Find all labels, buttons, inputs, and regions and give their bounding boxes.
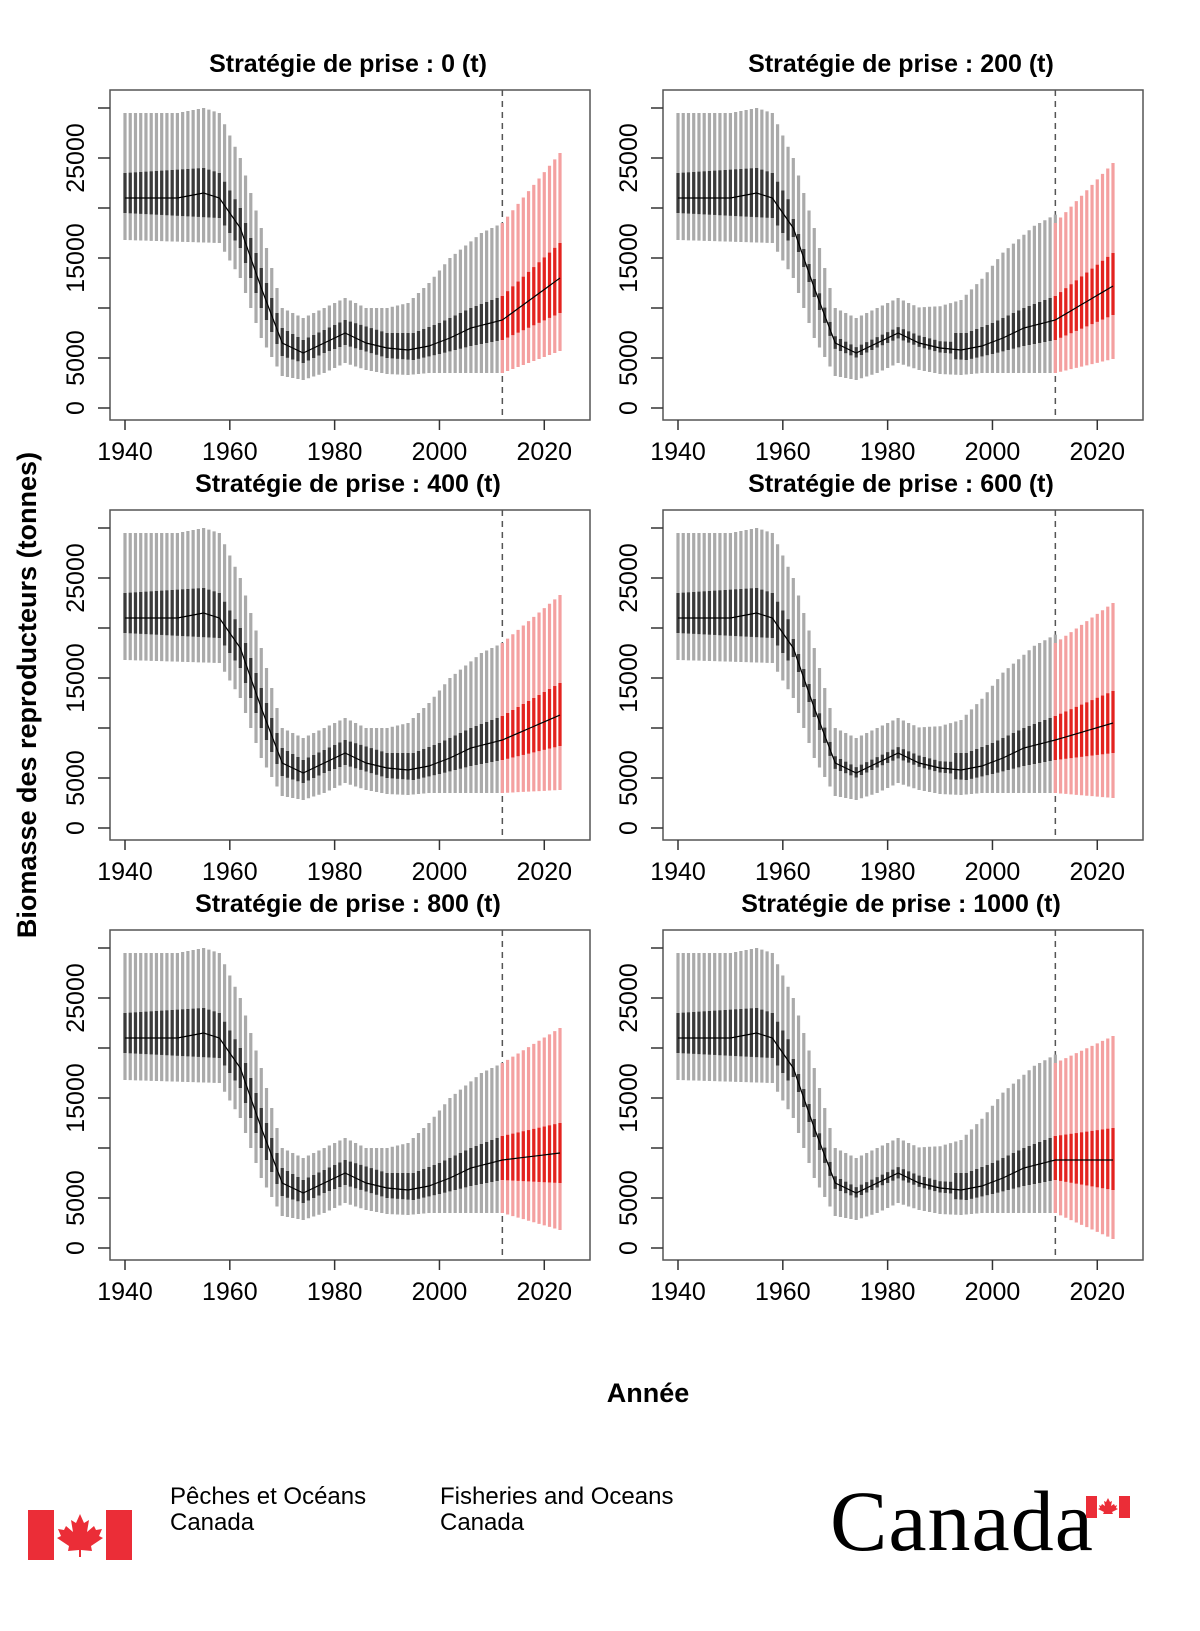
y-tick-label: 5000 [62,1170,90,1226]
panel-4: Stratégie de prise : 800 (t) 0 5000 15000 25… [62,890,591,1306]
x-tick-label: 2000 [965,1278,1021,1306]
chart-grid: Biomasse des reproducteurs (tonnes) Anné… [12,50,1144,1408]
y-tick-label: 0 [62,401,90,415]
panel-5: Stratégie de prise : 1000 (t) 0 5000 15000 2… [615,890,1144,1306]
footer [0,1460,1200,1600]
y-tick-label: 5000 [615,750,643,806]
y-tick-label: 15000 [615,223,643,293]
y-tick-label: 5000 [62,330,90,386]
plot-frame [109,509,591,841]
department-name-fr-line2: Canada [170,1509,255,1536]
x-tick-label: 1980 [307,1278,363,1306]
x-tick-label: 2000 [412,858,468,886]
x-tick-label: 1980 [860,438,916,466]
y-tick-label: 25000 [615,543,643,613]
x-tick-label: 1940 [97,1278,153,1306]
x-tick-label: 1940 [650,438,706,466]
department-name-en-line1: Fisheries and Oceans [440,1483,674,1510]
canada-wordmark-text: Canada [830,1473,1094,1569]
y-tick-label: 15000 [62,1063,90,1133]
y-tick-label: 5000 [615,1170,643,1226]
x-tick-label: 1940 [97,858,153,886]
panel-title: Stratégie de prise : 600 (t) [748,470,1054,498]
panel-3: Stratégie de prise : 600 (t) 0 5000 15000 25… [615,470,1144,886]
x-tick-label: 1940 [650,1278,706,1306]
plot-frame [662,929,1144,1261]
y-tick-label: 25000 [615,963,643,1033]
median-line [125,1032,561,1194]
y-tick-label: 0 [62,1241,90,1255]
x-tick-label: 2000 [412,1278,468,1306]
x-tick-label: 2020 [516,858,572,886]
canada-wordmark: Canada [830,1476,1094,1566]
x-tick-label: 1980 [307,438,363,466]
y-tick-label: 15000 [615,643,643,713]
panel-1: Stratégie de prise : 200 (t) 0 5000 15000 25… [615,50,1144,466]
x-tick-label: 2020 [1069,858,1125,886]
median-line [678,1032,1113,1194]
panel-title: Stratégie de prise : 200 (t) [748,50,1054,78]
panel-title: Stratégie de prise : 800 (t) [195,890,501,918]
median-line [125,192,561,354]
y-tick-label: 15000 [62,223,90,293]
panel-title: Stratégie de prise : 0 (t) [209,50,487,78]
plot-frame [109,929,591,1261]
median-line [678,612,1114,774]
plot-frame [662,89,1144,421]
x-tick-label: 1960 [202,438,258,466]
plot-frame [109,89,591,421]
x-tick-label: 1960 [755,1278,811,1306]
x-tick-label: 2000 [965,438,1021,466]
x-tick-label: 1980 [860,858,916,886]
y-tick-label: 5000 [615,330,643,386]
x-tick-label: 2000 [965,858,1021,886]
x-tick-label: 2020 [516,1278,572,1306]
panel-0: Stratégie de prise : 0 (t) 0 5000 15000 2500… [62,50,591,466]
y-tick-label: 0 [615,1241,643,1255]
panel-title: Stratégie de prise : 1000 (t) [741,890,1061,918]
department-name-en-line2: Canada [440,1509,525,1536]
x-axis-label: Année [607,1378,690,1408]
x-tick-label: 1940 [650,858,706,886]
median-line [678,192,1114,354]
department-name-en: Fisheries and Oceans Canada [440,1484,673,1536]
x-tick-label: 2020 [516,438,572,466]
department-name-fr-line1: Pêches et Océans [170,1483,367,1510]
canada-flag-icon [28,1510,132,1560]
y-tick-label: 25000 [62,123,90,193]
y-tick-label: 25000 [615,123,643,193]
x-tick-label: 1960 [755,438,811,466]
y-tick-label: 15000 [62,643,90,713]
x-tick-label: 1940 [97,438,153,466]
x-tick-label: 1960 [755,858,811,886]
plot-frame [662,509,1144,841]
x-tick-label: 1980 [860,1278,916,1306]
y-tick-label: 25000 [62,963,90,1033]
panel-2: Stratégie de prise : 400 (t) 0 5000 15000 25… [62,470,591,886]
wordmark-flag-icon [1086,1496,1130,1518]
y-tick-label: 0 [615,401,643,415]
x-tick-label: 2020 [1069,438,1125,466]
median-line [125,612,561,774]
department-name-fr: Pêches et Océans Canada [170,1484,366,1536]
y-tick-label: 0 [62,821,90,835]
y-tick-label: 15000 [615,1063,643,1133]
y-tick-label: 5000 [62,750,90,806]
y-axis-label: Biomasse des reproducteurs (tonnes) [12,452,42,938]
x-tick-label: 1960 [202,1278,258,1306]
y-tick-label: 0 [615,821,643,835]
panel-title: Stratégie de prise : 400 (t) [195,470,501,498]
y-tick-label: 25000 [62,543,90,613]
x-tick-label: 2000 [412,438,468,466]
x-tick-label: 2020 [1069,1278,1125,1306]
x-tick-label: 1980 [307,858,363,886]
x-tick-label: 1960 [202,858,258,886]
